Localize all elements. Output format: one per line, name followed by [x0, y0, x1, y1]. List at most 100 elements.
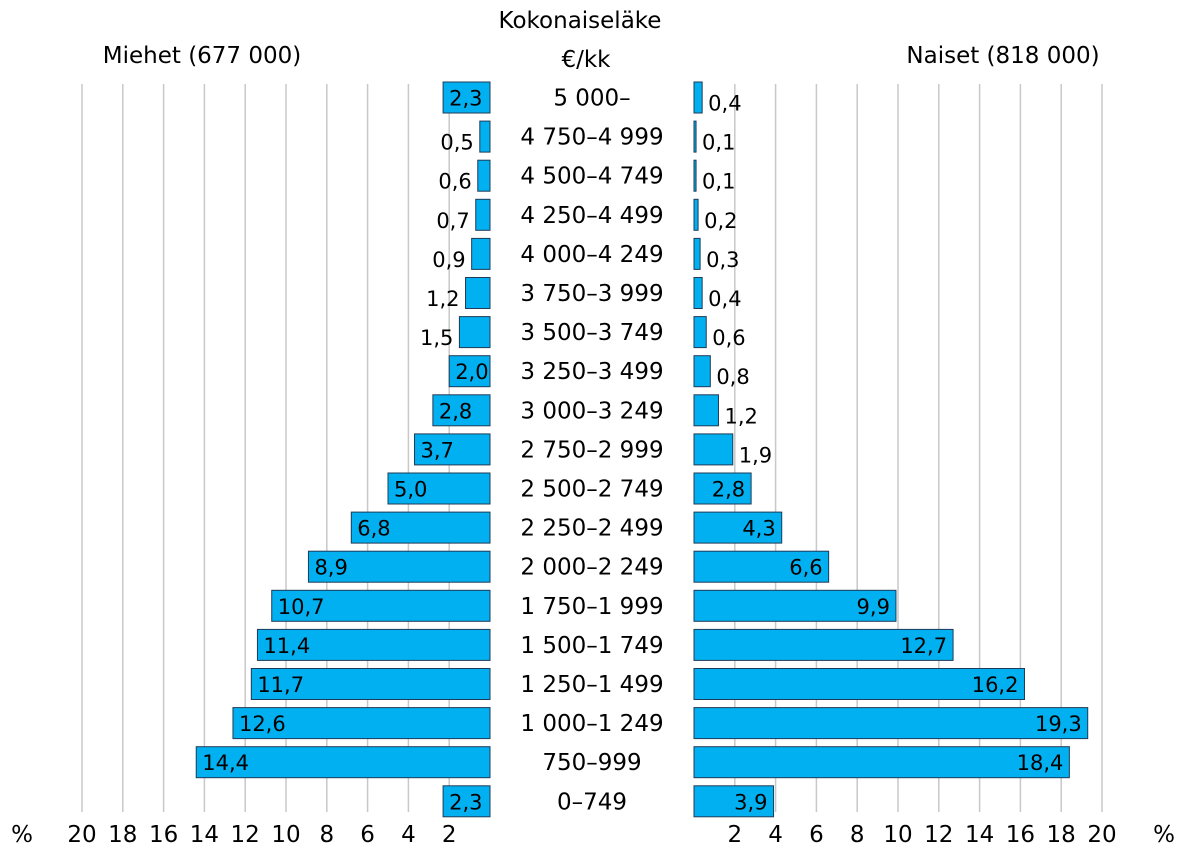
bar-men-9 — [414, 433, 491, 466]
bar-women-0 — [693, 81, 703, 114]
category-label: 1 750–1 999 — [520, 594, 663, 620]
data-label-men: 2,3 — [449, 790, 482, 814]
data-label-women: 18,4 — [1017, 751, 1064, 775]
data-label-men: 10,7 — [278, 595, 325, 619]
data-label-men: 3,7 — [421, 438, 454, 462]
category-label: 3 750–3 999 — [520, 281, 663, 307]
data-label-women: 6,6 — [789, 556, 822, 580]
tick-label-left: 18 — [108, 822, 137, 848]
tick-label-left: 10 — [271, 822, 300, 848]
data-label-men: 2,3 — [449, 87, 482, 111]
category-label: 2 500–2 749 — [520, 477, 663, 503]
category-label: 1 250–1 499 — [520, 672, 663, 698]
data-label-women: 2,8 — [712, 478, 745, 502]
bar-men-1 — [479, 120, 491, 153]
bar-women-9 — [693, 433, 734, 466]
bar-women-18 — [693, 785, 775, 818]
category-label: 2 250–2 499 — [520, 516, 663, 542]
bar-men-11 — [350, 511, 491, 544]
tick-label-left: 8 — [319, 822, 334, 848]
tick-label-left: 2 — [442, 822, 457, 848]
tick-label-right: 12 — [924, 822, 953, 848]
data-label-men: 1,2 — [426, 287, 459, 311]
bar-women-6 — [693, 316, 707, 349]
bar-women-2 — [693, 159, 697, 192]
tick-label-left: 6 — [360, 822, 375, 848]
bar-women-8 — [693, 394, 719, 427]
bar-men-16 — [232, 707, 491, 740]
tick-label-right: 4 — [768, 822, 783, 848]
bar-men-6 — [458, 316, 491, 349]
bar-men-7 — [448, 355, 491, 388]
bar-men-2 — [477, 159, 491, 192]
bar-men-12 — [307, 550, 491, 583]
category-label: 5 000– — [553, 86, 630, 112]
data-label-men: 0,6 — [438, 170, 471, 194]
data-label-men: 2,0 — [455, 360, 488, 384]
category-labels: 5 000– 4 750–4 999 4 500–4 749 4 250–4 499 4… — [520, 86, 663, 816]
left-unit-label: % — [11, 822, 33, 848]
data-label-men: 1,5 — [420, 326, 453, 350]
data-label-women: 16,2 — [972, 673, 1019, 697]
tick-label-left: 20 — [67, 822, 96, 848]
data-label-men: 0,7 — [436, 209, 469, 233]
bar-women-11 — [693, 511, 783, 544]
data-label-women: 0,8 — [716, 365, 749, 389]
data-label-men: 2,8 — [439, 399, 472, 423]
bar-women-5 — [693, 277, 703, 309]
bar-women-10 — [693, 472, 752, 505]
tick-label-left: 12 — [231, 822, 260, 848]
bar-men-14 — [256, 628, 491, 661]
tick-label-left: 4 — [401, 822, 416, 848]
bar-men-18 — [442, 785, 491, 818]
tick-label-right: 2 — [727, 822, 742, 848]
bar-women-4 — [693, 237, 701, 270]
center-title-line-1: Kokonaiseläke — [499, 8, 662, 34]
tick-label-right: 16 — [1006, 822, 1035, 848]
category-label: 0–749 — [557, 789, 627, 815]
data-label-women: 19,3 — [1035, 712, 1082, 736]
bar-women-14 — [693, 628, 954, 661]
tick-label-right: 20 — [1087, 822, 1116, 848]
bar-women-3 — [693, 198, 699, 231]
category-label: 3 250–3 499 — [520, 359, 663, 385]
bar-women-16 — [693, 707, 1089, 740]
data-label-women: 0,6 — [712, 326, 745, 350]
bar-women-7 — [693, 355, 711, 388]
data-label-women: 12,7 — [900, 634, 947, 658]
data-label-men: 0,9 — [432, 248, 465, 272]
category-label: 750–999 — [542, 750, 641, 776]
data-label-women: 0,3 — [706, 248, 739, 272]
bar-men-4 — [471, 237, 491, 270]
tick-label-right: 6 — [809, 822, 824, 848]
bar-marks — [195, 81, 1089, 818]
data-label-women: 4,3 — [742, 517, 775, 541]
category-label: 2 750–2 999 — [520, 437, 663, 463]
category-label: 3 500–3 749 — [520, 320, 663, 346]
bar-men-0 — [442, 81, 491, 114]
data-label-men: 12,6 — [239, 712, 286, 736]
category-label: 1 000–1 249 — [520, 711, 663, 737]
bar-men-10 — [387, 472, 491, 505]
tick-label-right: 10 — [883, 822, 912, 848]
bar-women-1 — [693, 120, 697, 153]
data-label-women: 1,2 — [724, 404, 757, 428]
category-label: 4 750–4 999 — [520, 125, 663, 151]
bar-men-8 — [432, 394, 491, 427]
tick-label-right: 18 — [1047, 822, 1076, 848]
data-label-women: 0,4 — [708, 92, 741, 116]
data-label-women: 0,4 — [708, 287, 741, 311]
data-label-women: 0,2 — [704, 209, 737, 233]
right-unit-label: % — [1153, 822, 1175, 848]
data-label-men: 11,4 — [263, 634, 310, 658]
category-label: 4 250–4 499 — [520, 203, 663, 229]
data-label-women: 1,9 — [739, 443, 772, 467]
data-label-men: 11,7 — [257, 673, 304, 697]
data-labels: 2,3 0,4 0,5 0,1 0,6 0,1 0,7 0,2 0,9 0,3 1,2 0,4 1,5 0… — [202, 87, 1081, 815]
bar-men-15 — [250, 668, 491, 700]
bar-men-3 — [475, 198, 491, 231]
bar-women-15 — [693, 668, 1025, 700]
bar-women-17 — [693, 746, 1070, 779]
data-label-women: 0,1 — [702, 170, 735, 194]
